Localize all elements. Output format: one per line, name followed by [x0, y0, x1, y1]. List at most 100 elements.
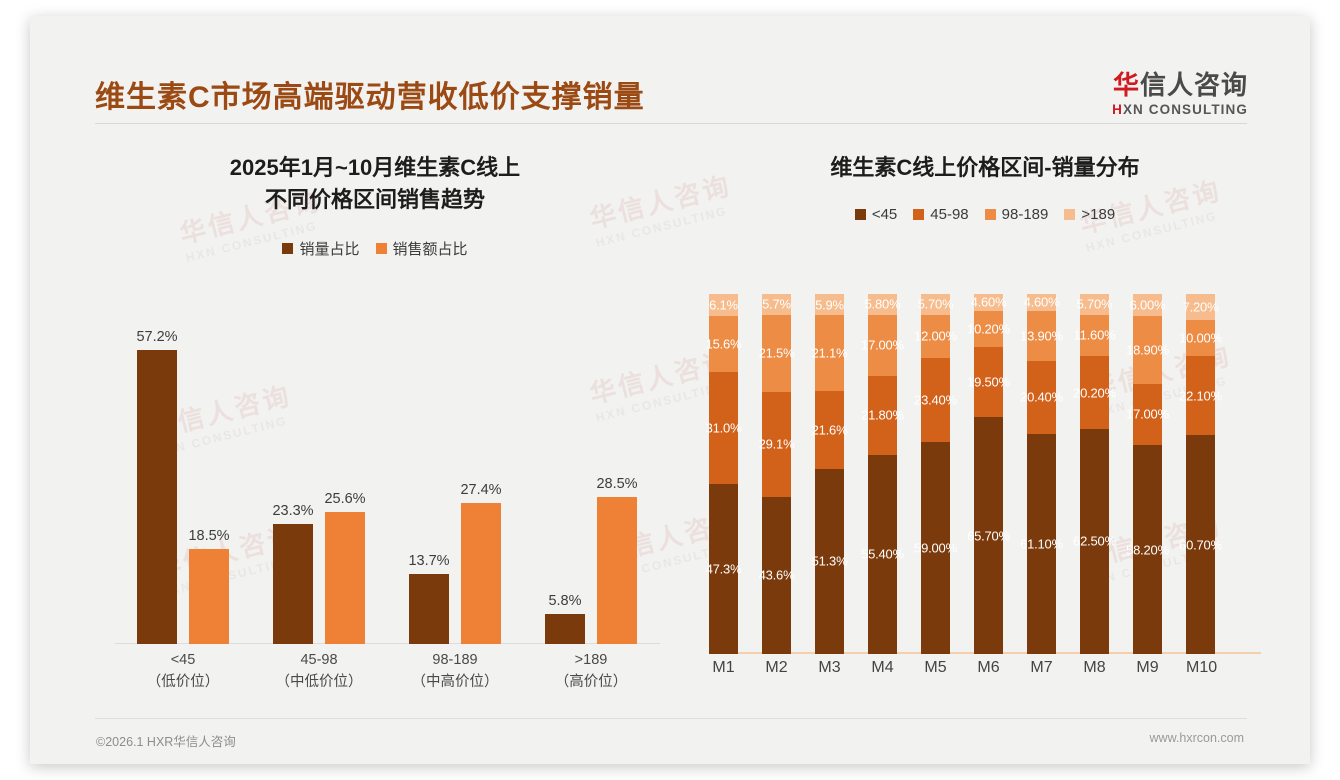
legend-item-45-98[interactable]: 45-98	[913, 206, 969, 223]
stack-segment-45-98[interactable]: 22.10%	[1179, 355, 1222, 436]
right-chart-title: 维生素C线上价格区间-销量分布	[830, 155, 1140, 180]
stacked-bar-column[interactable]: 5.70% 12.00% 23.40% 59.00%	[914, 294, 957, 655]
segment-value-label: 18.90%	[1126, 342, 1169, 358]
stacked-bar-column[interactable]: 5.70% 11.60% 20.20% 62.50%	[1073, 294, 1116, 654]
legend-swatch-icon	[1064, 208, 1076, 220]
stack-segment-45-98[interactable]: 21.6%	[812, 391, 848, 469]
legend-item-sales-volume[interactable]: 销量占比	[282, 238, 360, 259]
stack-segment-over-189[interactable]: 5.80%	[865, 294, 901, 315]
segment-value-label: 62.50%	[1073, 533, 1116, 549]
bar-volume[interactable]: 57.2%	[136, 329, 178, 644]
stacked-bar-column[interactable]: 4.60% 10.20% 19.50% 65.70%	[967, 294, 1010, 654]
stack-segment-over-189[interactable]: 6.00%	[1130, 294, 1166, 316]
stack-segment-under-45[interactable]: 55.40%	[861, 454, 904, 654]
stack-segment-over-189[interactable]: 6.1%	[709, 294, 738, 316]
stack-segment-over-189[interactable]: 5.70%	[918, 294, 954, 315]
stacked-bar-column[interactable]: 5.9% 21.1% 21.6% 51.3%	[812, 294, 848, 654]
stack-segment-under-45[interactable]: 62.50%	[1073, 428, 1116, 654]
slide-header: 维生素C市场高端驱动营收低价支撑销量 华信人咨询 HXN CONSULTING	[30, 16, 1310, 124]
stack-segment-45-98[interactable]: 31.0%	[706, 372, 742, 484]
stack-segment-45-98[interactable]: 17.00%	[1126, 383, 1169, 445]
bar-amount[interactable]: 25.6%	[324, 491, 366, 644]
footer-website[interactable]: www.hxrcon.com	[1149, 731, 1244, 745]
brand-logo: 华信人咨询 HXN CONSULTING	[1112, 72, 1248, 117]
legend-swatch-icon	[913, 208, 925, 220]
bar-cluster: 57.2% 18.5%	[115, 314, 251, 644]
segment-value-label: 59.00%	[914, 540, 957, 556]
bar-volume[interactable]: 23.3%	[272, 503, 314, 644]
segment-value-label: 5.7%	[762, 296, 791, 312]
footer-copyright: ©2026.1 HXR华信人咨询	[96, 735, 236, 749]
left-chart-title-line1: 2025年1月~10月维生素C线上	[229, 155, 521, 180]
stacked-bar-column[interactable]: 6.1% 15.6% 31.0% 47.3%	[706, 294, 742, 654]
segment-value-label: 22.10%	[1179, 388, 1222, 404]
segment-value-label: 51.3%	[811, 553, 848, 569]
stacked-bar-column[interactable]: 7.20% 10.00% 22.10% 60.70%	[1179, 294, 1222, 654]
segment-value-label: 17.00%	[861, 337, 904, 353]
bar-amount[interactable]: 28.5%	[596, 476, 638, 644]
stack-segment-under-45[interactable]: 58.20%	[1126, 444, 1169, 655]
stacked-bar-column[interactable]: 5.7% 21.5% 29.1% 43.6%	[759, 294, 795, 654]
stack-segment-over-189[interactable]: 5.70%	[1077, 294, 1113, 315]
segment-value-label: 4.60%	[1023, 294, 1060, 310]
x-axis-tick-label: M4	[871, 659, 894, 676]
stack-segment-over-189[interactable]: 5.7%	[762, 294, 791, 315]
stack-segment-98-189[interactable]: 13.90%	[1020, 310, 1063, 361]
bar-value-label: 27.4%	[460, 482, 502, 498]
stack-segment-under-45[interactable]: 43.6%	[759, 496, 795, 654]
stack-segment-45-98[interactable]: 21.80%	[861, 376, 904, 455]
legend-item-under-45[interactable]: <45	[854, 206, 897, 223]
stack-segment-over-189[interactable]: 4.60%	[1024, 294, 1060, 311]
stack-segment-under-45[interactable]: 59.00%	[914, 441, 957, 655]
segment-value-label: 12.00%	[914, 328, 957, 344]
right-chart-panel: 维生素C线上价格区间-销量分布 <45 45-98 98-189 >189	[685, 134, 1285, 694]
segment-value-label: 29.1%	[758, 436, 795, 452]
stack-segment-98-189[interactable]: 18.90%	[1126, 315, 1169, 384]
stack-segment-under-45[interactable]: 65.70%	[967, 417, 1010, 654]
segment-value-label: 10.00%	[1179, 330, 1222, 346]
x-axis-tick-label: 45-98 （中低价位）	[251, 650, 387, 694]
bar-volume[interactable]: 5.8%	[545, 593, 585, 644]
stack-segment-98-189[interactable]: 21.1%	[812, 315, 848, 392]
segment-value-label: 61.10%	[1020, 536, 1063, 552]
stack-segment-98-189[interactable]: 12.00%	[914, 314, 957, 358]
segment-value-label: 31.0%	[705, 420, 742, 436]
stacked-bar-column[interactable]: 5.80% 17.00% 21.80% 55.40%	[861, 294, 904, 654]
x-tick-main: 45-98	[300, 652, 338, 668]
bar-amount[interactable]: 27.4%	[460, 482, 502, 644]
stacked-bar-column[interactable]: 4.60% 13.90% 20.40% 61.10%	[1020, 294, 1063, 654]
stack-segment-98-189[interactable]: 21.5%	[759, 314, 795, 392]
stack-segment-under-45[interactable]: 51.3%	[812, 468, 848, 654]
stack-segment-45-98[interactable]: 19.50%	[967, 347, 1010, 418]
segment-value-label: 20.20%	[1073, 385, 1116, 401]
stack-segment-over-189[interactable]: 4.60%	[971, 294, 1007, 311]
legend-item-sales-amount[interactable]: 销售额占比	[375, 238, 468, 259]
bar-value-label: 57.2%	[136, 329, 178, 345]
stack-segment-45-98[interactable]: 20.20%	[1073, 356, 1116, 429]
stack-segment-98-189[interactable]: 15.6%	[706, 315, 742, 373]
stack-segment-98-189[interactable]: 17.00%	[861, 314, 904, 377]
stack-segment-under-45[interactable]: 60.70%	[1179, 435, 1222, 654]
segment-value-label: 60.70%	[1179, 537, 1222, 553]
bar-value-label: 18.5%	[188, 528, 230, 544]
stack-segment-45-98[interactable]: 29.1%	[759, 391, 795, 497]
stack-segment-45-98[interactable]: 20.40%	[1020, 360, 1063, 435]
segment-value-label: 21.6%	[811, 422, 848, 438]
stack-segment-over-189[interactable]: 7.20%	[1183, 294, 1219, 320]
bar-amount[interactable]: 18.5%	[188, 528, 230, 644]
stack-segment-98-189[interactable]: 10.00%	[1179, 319, 1222, 356]
stacked-bar-column[interactable]: 6.00% 18.90% 17.00% 58.20%	[1126, 294, 1169, 655]
logo-cn-rest: 信人咨询	[1139, 70, 1248, 100]
segment-value-label: 7.20%	[1182, 299, 1219, 315]
stack-segment-45-98[interactable]: 23.40%	[914, 357, 957, 442]
legend-item-98-189[interactable]: 98-189	[984, 206, 1048, 223]
stack-segment-over-189[interactable]: 5.9%	[815, 294, 844, 316]
legend-item-over-189[interactable]: >189	[1064, 206, 1115, 223]
stack-segment-under-45[interactable]: 61.10%	[1020, 434, 1063, 654]
x-axis-tick-label: M1	[712, 659, 735, 676]
stack-segment-98-189[interactable]: 10.20%	[967, 310, 1010, 348]
bar-volume[interactable]: 13.7%	[408, 553, 450, 644]
stack-segment-98-189[interactable]: 11.60%	[1074, 314, 1116, 357]
stack-segment-under-45[interactable]: 47.3%	[706, 483, 742, 654]
bar-cluster: 23.3% 25.6%	[251, 314, 387, 644]
